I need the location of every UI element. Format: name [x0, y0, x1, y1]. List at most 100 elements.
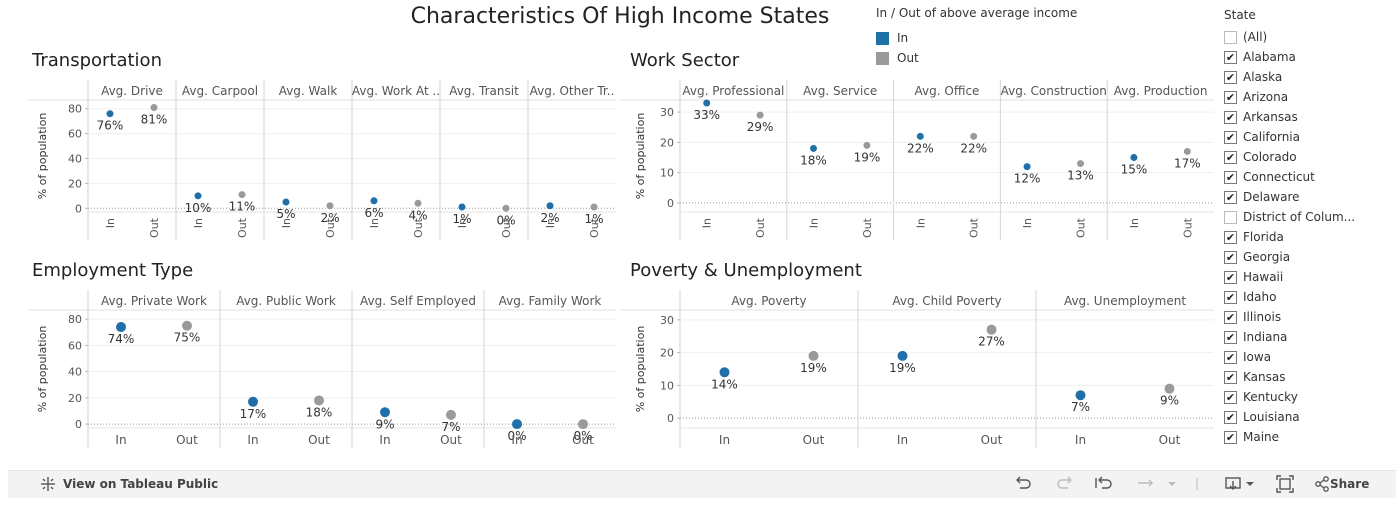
state-checkbox[interactable]: ✔ [1224, 150, 1237, 164]
state-filter-item[interactable]: ✔ Idaho [1224, 287, 1390, 307]
panel-header: Avg. Construction [1001, 84, 1107, 98]
data-point-in [194, 192, 202, 200]
state-filter-item[interactable]: ✔ Colorado [1224, 147, 1390, 167]
state-label: (All) [1243, 30, 1268, 44]
undo-icon[interactable] [1014, 475, 1032, 493]
state-checkbox[interactable]: ✔ [1224, 170, 1237, 184]
state-checkbox[interactable]: ✔ [1224, 250, 1237, 264]
chart-title: Poverty & Unemployment [630, 260, 862, 281]
y-tick-label: 10 [660, 167, 674, 180]
state-checkbox[interactable]: ✔ [1224, 370, 1237, 384]
data-label: 1% [584, 212, 603, 226]
data-point-in [916, 132, 924, 140]
fullscreen-icon[interactable] [1276, 475, 1294, 493]
state-checkbox[interactable]: ✔ [1224, 50, 1237, 64]
panel-header: Avg. Child Poverty [892, 294, 1001, 308]
state-checkbox[interactable]: ✔ [1224, 330, 1237, 344]
dashboard-charts: Transportation % of population 0 20 40 60 80 Av… [28, 50, 1214, 448]
state-checkbox[interactable]: ✔ [1224, 350, 1237, 364]
state-filter-item[interactable]: ✔ Illinois [1224, 307, 1390, 327]
state-filter-item[interactable]: ✔ Arkansas [1224, 107, 1390, 127]
state-checkbox[interactable]: ✔ [1224, 190, 1237, 204]
state-checkbox[interactable]: ✔ [1224, 430, 1237, 444]
data-label: 7% [1071, 400, 1090, 414]
state-label: Colorado [1243, 150, 1297, 164]
data-label: 0% [573, 429, 592, 443]
x-tick-label: Out [572, 433, 594, 447]
state-filter-item[interactable]: (All) [1224, 27, 1390, 47]
x-tick-label: Out [981, 433, 1003, 447]
state-checkbox[interactable]: ✔ [1224, 230, 1237, 244]
state-checkbox[interactable]: ✔ [1224, 310, 1237, 324]
state-checkbox[interactable]: ✔ [1224, 290, 1237, 304]
state-filter-item[interactable]: ✔ Iowa [1224, 347, 1390, 367]
legend-label-in: In [897, 31, 909, 45]
state-filter-item[interactable]: ✔ Kentucky [1224, 387, 1390, 407]
state-checkbox[interactable]: ✔ [1224, 90, 1237, 104]
data-point-out [970, 132, 978, 140]
y-axis-label: % of population [634, 113, 647, 200]
data-label: 11% [229, 200, 256, 214]
state-checkbox[interactable]: ✔ [1224, 70, 1237, 84]
state-checkbox[interactable]: ✔ [1224, 390, 1237, 404]
x-tick-label: In [1021, 218, 1034, 228]
chart-title: Work Sector [630, 50, 740, 71]
state-checkbox[interactable]: ✔ [1224, 110, 1237, 124]
state-filter-item[interactable]: District of Colum... [1224, 207, 1390, 227]
pause-updates-icon[interactable] [1136, 475, 1180, 493]
share-icon[interactable] [1314, 475, 1330, 493]
download-icon[interactable] [1224, 475, 1258, 493]
data-point-in [106, 110, 114, 118]
state-checkbox[interactable]: ✔ [1224, 270, 1237, 284]
state-label: Indiana [1243, 330, 1288, 344]
legend-swatch-out [876, 51, 889, 65]
view-on-tableau-link[interactable]: View on Tableau Public [63, 477, 219, 491]
state-label: Louisiana [1243, 410, 1300, 424]
state-checkbox[interactable]: ✔ [1224, 410, 1237, 424]
x-tick-label: Out [861, 217, 874, 238]
redo-icon[interactable] [1056, 475, 1074, 493]
toolbar-divider [1196, 478, 1198, 490]
state-filter-item[interactable]: ✔ Alaska [1224, 67, 1390, 87]
data-label: 5% [276, 207, 295, 221]
data-label: 0% [496, 213, 515, 227]
y-tick-label: 40 [68, 366, 82, 379]
state-filter-item[interactable]: ✔ Kansas [1224, 367, 1390, 387]
data-label: 76% [97, 119, 124, 133]
legend-item-in[interactable]: In [876, 28, 1077, 48]
data-label: 19% [854, 150, 881, 164]
state-filter-item[interactable]: ✔ Louisiana [1224, 407, 1390, 427]
y-tick-label: 60 [68, 128, 82, 141]
state-filter-item[interactable]: ✔ Hawaii [1224, 267, 1390, 287]
state-filter-item[interactable]: ✔ Georgia [1224, 247, 1390, 267]
state-filter-item[interactable]: ✔ Maine [1224, 427, 1390, 447]
tableau-logo-icon[interactable] [40, 476, 56, 492]
revert-icon[interactable] [1094, 475, 1114, 493]
data-point-in [116, 322, 126, 333]
state-filter-item[interactable]: ✔ Indiana [1224, 327, 1390, 347]
share-button[interactable]: Share [1330, 477, 1370, 491]
data-point-out [808, 350, 819, 361]
x-tick-label: In [280, 218, 293, 228]
x-tick-label: In [701, 218, 714, 228]
panel-header: Avg. Drive [101, 84, 163, 98]
legend-title: In / Out of above average income [876, 6, 1078, 20]
state-checkbox[interactable]: ✔ [1224, 130, 1237, 144]
state-checkbox[interactable] [1224, 210, 1237, 224]
y-tick-label: 20 [68, 392, 82, 405]
x-tick-label: In [808, 218, 821, 228]
state-label: Connecticut [1243, 170, 1315, 184]
state-filter-item[interactable]: ✔ Arizona [1224, 87, 1390, 107]
panel-header: Avg. Service [803, 84, 877, 98]
data-label: 81% [141, 112, 168, 126]
state-checkbox[interactable] [1224, 30, 1237, 44]
state-filter-item[interactable]: ✔ Delaware [1224, 187, 1390, 207]
state-filter-item[interactable]: ✔ Connecticut [1224, 167, 1390, 187]
state-filter-item[interactable]: ✔ Florida [1224, 227, 1390, 247]
state-filter-item[interactable]: ✔ California [1224, 127, 1390, 147]
state-filter-item[interactable]: ✔ Alabama [1224, 47, 1390, 67]
legend-item-out[interactable]: Out [876, 48, 1077, 68]
x-tick-label: In [719, 433, 730, 447]
data-label: 29% [747, 120, 774, 134]
data-label: 2% [540, 211, 559, 225]
